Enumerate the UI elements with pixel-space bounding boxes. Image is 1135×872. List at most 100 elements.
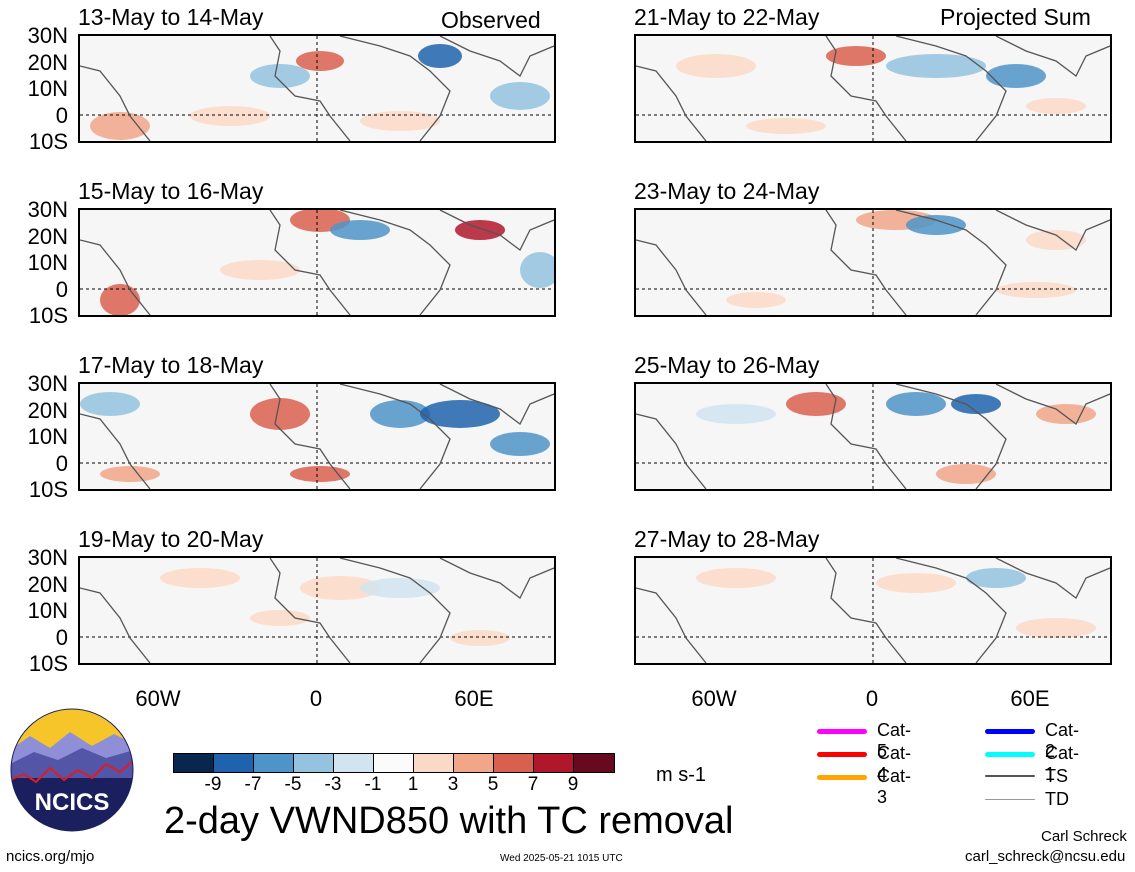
legend-line-swatch [985, 799, 1035, 800]
anomaly-shading [250, 610, 310, 626]
footer-url: ncics.org/mjo [6, 848, 95, 865]
colorbar-swatch [294, 754, 334, 772]
colorbar-swatch [414, 754, 454, 772]
colorbar-units: m s-1 [656, 764, 706, 786]
anomaly-shading [906, 215, 966, 235]
colorbar-swatch [494, 754, 534, 772]
lat-tick-2-0: 0 [55, 276, 68, 302]
lon-tick-left-0: 0 [309, 686, 323, 711]
colorbar-swatch [574, 754, 614, 772]
anomaly-shading [966, 568, 1026, 588]
colorbar-tick: 1 [407, 774, 419, 795]
anomaly-shading [696, 568, 776, 588]
coastline [636, 210, 1110, 315]
anomaly-shading [490, 82, 550, 110]
colorbar-swatch [254, 754, 294, 772]
anomaly-shading [951, 394, 1001, 414]
coastline [80, 36, 554, 141]
colorbar-tick: -3 [324, 774, 342, 795]
panel-title-2: 15-May to 16-May [78, 178, 264, 204]
colorbar-swatch [534, 754, 574, 772]
map-panel-8 [634, 556, 1112, 665]
lat-tick-1-20n: 20N [27, 49, 68, 75]
colorbar-tick: 7 [527, 774, 539, 795]
anomaly-shading [696, 404, 776, 424]
colorbar-tick: -1 [364, 774, 382, 795]
footer-email: carl_schreck@ncsu.edu [965, 848, 1126, 865]
colorbar-tick: -9 [204, 774, 222, 795]
colorbar-tick: 9 [567, 774, 579, 795]
anomaly-shading [160, 568, 240, 588]
coastline [636, 36, 1110, 141]
colorbar-swatch [334, 754, 374, 772]
legend-line-swatch [817, 775, 867, 780]
anomaly-shading [746, 118, 826, 134]
panel-title-8: 27-May to 28-May [634, 526, 820, 552]
anomaly-shading [300, 576, 380, 600]
svg-text:NCICS: NCICS [35, 789, 110, 816]
map-panel-4 [78, 556, 556, 665]
legend-line-swatch [985, 775, 1035, 777]
lat-tick-4-10s: 10S [28, 651, 68, 676]
ncics-logo-graphic: NCICS [10, 708, 134, 832]
anomaly-shading [455, 220, 505, 240]
legend-label: TS [1045, 766, 1069, 786]
lat-tick-2-10n: 10N [27, 250, 68, 275]
lat-tick-4-20n: 20N [27, 571, 68, 597]
lon-tick-right-60w: 60W [691, 686, 737, 711]
panel-title-3: 17-May to 18-May [78, 352, 264, 378]
anomaly-shading [80, 392, 140, 416]
map-panel-1 [78, 34, 556, 143]
anomaly-shading [330, 220, 390, 240]
lat-tick-4-10n: 10N [27, 598, 68, 623]
legend-label: Cat-2 [1045, 720, 1080, 761]
coastline [636, 384, 1110, 489]
anomaly-shading [450, 630, 510, 646]
anomaly-shading [936, 464, 996, 484]
lat-tick-3-10s: 10S [28, 477, 68, 502]
anomaly-shading [1016, 618, 1096, 638]
lat-tick-1-30n: 30N [27, 23, 68, 48]
panel-title-5: 21-May to 22-May [634, 4, 820, 30]
lon-tick-left-60w: 60W [135, 686, 181, 711]
map-panel-3 [78, 382, 556, 491]
anomaly-shading [1036, 404, 1096, 424]
panel-title-1: 13-May to 14-May [78, 4, 264, 30]
colorbar [173, 753, 615, 773]
anomaly-shading [290, 466, 350, 482]
legend-line-swatch [817, 729, 867, 734]
anomaly-shading [1026, 230, 1086, 250]
anomaly-shading [676, 54, 756, 78]
map-panel-2 [78, 208, 556, 317]
coastline [80, 558, 554, 663]
coastline [80, 384, 554, 489]
anomaly-shading [996, 282, 1076, 298]
colorbar-swatch [454, 754, 494, 772]
footer-timestamp: Wed 2025-05-21 1015 UTC [500, 853, 623, 864]
lat-tick-1-0: 0 [55, 102, 68, 128]
anomaly-shading [726, 292, 786, 308]
anomaly-shading [786, 392, 846, 416]
anomaly-shading [986, 64, 1046, 88]
anomaly-shading [360, 578, 440, 598]
map-panel-7 [634, 382, 1112, 491]
anomaly-shading [100, 284, 140, 315]
legend-line-swatch [985, 752, 1035, 757]
legend-label: TD [1045, 789, 1069, 809]
lat-tick-3-0: 0 [55, 450, 68, 476]
colorbar-tick: -5 [284, 774, 302, 795]
anomaly-shading [220, 260, 300, 280]
anomaly-shading [886, 54, 986, 78]
anomaly-shading [250, 64, 310, 88]
colorbar-tick: 5 [487, 774, 499, 795]
anomaly-shading [826, 46, 886, 66]
observed-label: Observed [441, 7, 541, 33]
anomaly-shading [876, 573, 956, 593]
map-panel-5 [634, 34, 1112, 143]
panel-title-4: 19-May to 20-May [78, 526, 264, 552]
anomaly-shading [418, 44, 462, 68]
panel-title-6: 23-May to 24-May [634, 178, 820, 204]
anomaly-shading [520, 252, 554, 288]
anomaly-shading [250, 398, 310, 430]
colorbar-swatch [214, 754, 254, 772]
